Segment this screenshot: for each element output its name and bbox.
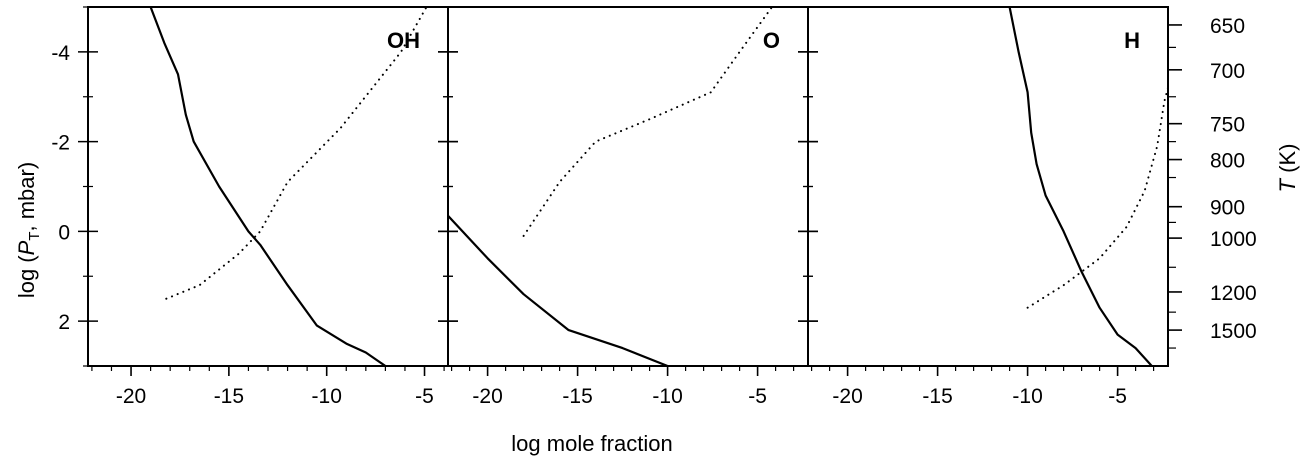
panel-h-frame: [807, 6, 1169, 367]
panel-oh-x-tick-label: -10: [312, 385, 342, 408]
temperature-tick-label: 800: [1210, 150, 1245, 173]
y-axis-title-sub: T: [26, 232, 43, 241]
panel-h-dotted-line: [1026, 86, 1168, 309]
panel-o-x-tick-label: -10: [652, 385, 682, 408]
temperature-tick-label: 900: [1210, 197, 1245, 220]
right-axis-title: T (K): [1275, 144, 1300, 193]
y-axis-title-suffix: , mbar): [14, 162, 39, 232]
y-tick-label: -2: [51, 132, 70, 155]
panel-h-solid-line: [1008, 7, 1153, 366]
panel-oh-x-tick-label: -20: [116, 385, 146, 408]
temperature-tick-label: 1000: [1210, 228, 1257, 251]
temperature-tick-label: 1500: [1210, 320, 1257, 343]
right-axis-title-var: T: [1275, 177, 1300, 192]
temperature-tick-label: 1200: [1210, 282, 1257, 305]
y-axis-title: log (PT, mbar): [14, 162, 43, 298]
data-series: [149, 7, 1168, 366]
panel-h-x-tick-label: -10: [1012, 385, 1042, 408]
panel-o-x-tick-label: -20: [472, 385, 502, 408]
panel-o-dotted-line: [522, 7, 773, 237]
panel-o-frame: [447, 6, 809, 367]
right-axis-title-suffix: (K): [1275, 144, 1300, 179]
panel-h-x-tick-label: -15: [922, 385, 952, 408]
panel-o-solid-line: [448, 214, 669, 366]
temperature-tick-label: 700: [1210, 60, 1245, 83]
panel-oh-solid-line: [149, 7, 387, 366]
panel-frames: [87, 6, 1169, 367]
y-tick-label: 2: [58, 311, 70, 334]
y-axis-title-prefix: log (: [14, 255, 39, 298]
y-tick-label: -4: [51, 42, 70, 65]
panel-h-x-tick-label: -5: [1108, 385, 1127, 408]
temperature-tick-label: 750: [1210, 114, 1245, 137]
panel-oh-x-tick-label: -5: [415, 385, 434, 408]
panel-oh-label: OH: [387, 28, 420, 53]
panel-oh-dotted-line: [165, 7, 428, 300]
axis-labels: -20 -15 -10 -5OH-20 -15 -10 -5O-20 -15 -10 -5H-4-…: [51, 15, 1256, 408]
x-axis-title: log mole fraction: [511, 431, 672, 456]
panel-o-x-tick-label: -15: [562, 385, 592, 408]
panel-oh-x-tick-label: -15: [214, 385, 244, 408]
axis-ticks: [78, 6, 1182, 376]
panel-h-label: H: [1124, 28, 1140, 53]
temperature-tick-label: 650: [1210, 15, 1245, 38]
panel-o-label: O: [763, 28, 780, 53]
panel-o-x-tick-label: -5: [748, 385, 767, 408]
panel-h-x-tick-label: -20: [832, 385, 862, 408]
y-axis-title-var: P: [14, 240, 39, 255]
y-tick-label: 0: [58, 221, 70, 244]
